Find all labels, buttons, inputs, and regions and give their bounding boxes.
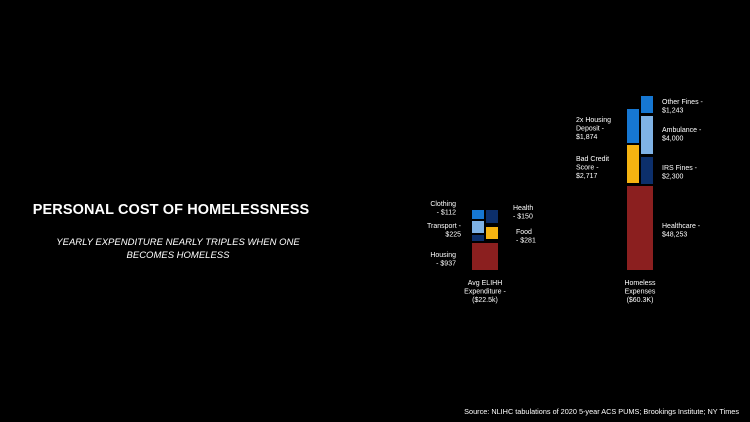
segment-healthcare [627,186,653,270]
label-food: Food - $281 [516,229,536,245]
segment-accent-1 [472,235,484,241]
segment-irs-fines [641,157,653,184]
label-clothing: Clothing - $112 [430,201,456,217]
segment-bad-credit-score [627,145,639,183]
segment-ambulance [641,116,653,154]
segment-other-fines [641,96,653,113]
bar-group-1: Housing - $937 Transport -$225 Food - $281 Cl… [427,201,536,304]
segment-food [486,227,498,239]
chart-subtitle: YEARLY EXPENDITURE NEARLY TRIPLES WHEN O… [56,237,300,261]
label-healthcare: Healthcare -$48,253 [662,223,701,239]
label-health: Health - $150 [513,205,533,221]
category-label-1: Avg ELIHH Expenditure -($22.5k) [464,280,506,304]
bar-group-2: Healthcare -$48,253 Bad Credit Score -$2,7… [576,96,704,304]
segment-health [486,210,498,223]
chart-title: PERSONAL COST OF HOMELESSNESS [32,202,310,218]
label-housing: Housing - $937 [430,252,456,268]
segment-housing [472,243,498,270]
source-note: Source: NLIHC tabulations of 2020 5-year… [464,407,739,416]
label-irs-fines: IRS Fines -$2,300 [662,165,698,181]
segment-transport [472,221,484,233]
segment-clothing [472,210,484,219]
category-label-2: Homeless Expenses ($60.3K) [624,280,656,304]
label-transport: Transport -$225 [427,223,462,239]
label-bad-credit-score: Bad Credit Score -$2,717 [576,156,609,180]
label-ambulance: Ambulance -$4,000 [662,127,702,143]
segment-2x-housing-deposit [627,109,639,143]
label-other-fines: Other Fines -$1,243 [662,99,704,115]
label-2x-housing-deposit: 2x Housing Deposit -$1,874 [576,117,611,141]
